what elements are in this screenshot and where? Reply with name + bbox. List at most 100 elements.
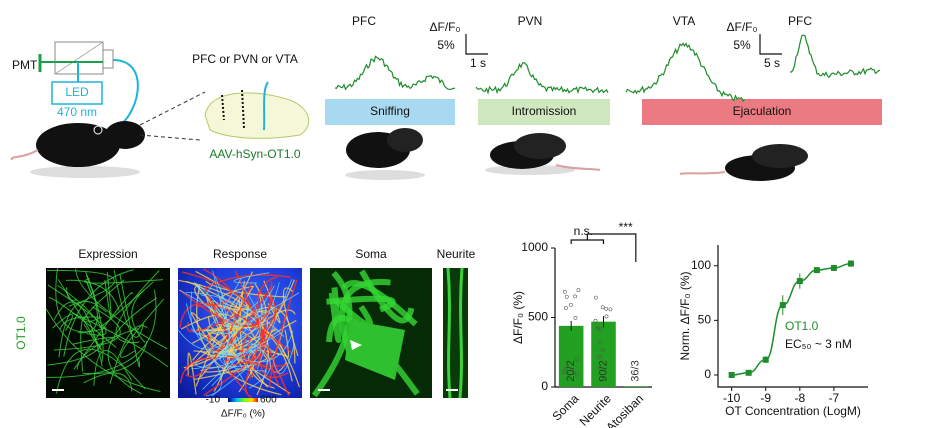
dichroic [54, 41, 104, 75]
cell-dot [574, 357, 579, 362]
neurite-texture [194, 357, 270, 380]
neurite-texture [186, 303, 266, 356]
scale-unit: ΔF/F₀ [430, 20, 461, 34]
fiber [263, 81, 269, 131]
x-tick-label: -9 [760, 391, 771, 405]
regions-label: PFC or PVN or VTA [192, 52, 298, 66]
neurite-texture [232, 292, 300, 329]
neurite-texture [73, 292, 133, 370]
cell-dot [563, 306, 568, 310]
neurite-texture [107, 297, 158, 395]
y-axis-label: Norm. ΔF/F₀ (%) [678, 272, 692, 361]
behavior-label: Ejaculation [733, 104, 792, 118]
neurite-texture [186, 314, 237, 333]
scale-time: 5 s [764, 56, 780, 70]
cell-dot [604, 314, 609, 319]
neurite-texture [205, 352, 223, 397]
neurite-texture [131, 289, 146, 343]
scale-time: 1 s [470, 56, 486, 70]
cell-dot [564, 294, 569, 299]
behavior-box [478, 99, 610, 125]
cell-dot [573, 315, 578, 320]
annotation: n.s. [574, 224, 593, 238]
neurite-texture [220, 330, 268, 372]
mouse-head [105, 121, 145, 149]
neurite-texture [256, 278, 293, 370]
neurite-texture [200, 284, 261, 371]
cell-dot [608, 307, 613, 312]
cell-dot [563, 289, 567, 294]
cell-dot [600, 305, 605, 310]
y-tick-label: 50 [698, 313, 712, 327]
x-tick-label: -10 [723, 391, 741, 405]
neurite-texture [185, 291, 285, 337]
implant [93, 125, 103, 135]
cell-dot [573, 294, 578, 299]
data-point [728, 371, 735, 378]
neurite-texture [115, 270, 160, 344]
neurite-texture [203, 354, 254, 396]
neurite-texture [204, 286, 251, 354]
cell-dot [598, 340, 603, 345]
neurite-texture [178, 330, 225, 350]
neurite-texture [179, 281, 273, 327]
soma [345, 320, 405, 380]
neurite-texture [47, 284, 107, 336]
behavior-label: Sniffing [370, 104, 410, 118]
schematic: PMT LED 470 nm PFC or PVN or VTA AAV-hSy… [10, 41, 310, 178]
sample-size: 20/2 [565, 360, 577, 381]
tail [679, 171, 726, 175]
cell-dot [572, 370, 577, 375]
colorbar-min: -10 [206, 395, 221, 406]
trace-region: VTA [673, 14, 695, 28]
traces: PFC PVN VTA PFC ΔF/F₀ 5% 1 s ΔF/F₀ 5% 5 … [325, 14, 882, 181]
neurite-texture [339, 279, 391, 363]
neurite-texture [46, 269, 115, 307]
cell-dot [568, 302, 573, 307]
annotation: OT1.0 [785, 319, 819, 333]
neurite-texture [196, 268, 232, 308]
mouse [514, 133, 566, 159]
led-box [51, 81, 103, 105]
neurite-texture [218, 344, 256, 360]
neurite-texture [65, 279, 120, 311]
colorbar-label: ΔF/F₀ (%) [221, 409, 265, 420]
fiber [221, 94, 225, 121]
shadow [30, 166, 140, 178]
tail [555, 164, 601, 171]
photometry-trace [789, 34, 881, 79]
neurite-texture [207, 286, 273, 352]
cell-dot [574, 372, 579, 377]
neurite-image [443, 268, 468, 398]
neurite-texture [446, 267, 464, 399]
pmt-label: PMT [12, 58, 38, 72]
x-tick-label: -7 [829, 391, 840, 405]
neurite-texture [197, 281, 214, 297]
neurite-texture [120, 298, 165, 358]
zoom-line [139, 134, 201, 141]
image-title: Response [213, 247, 267, 261]
cell-dot [597, 354, 602, 359]
cell-dot [598, 366, 603, 370]
neurite-texture [71, 312, 169, 368]
neurite-texture [75, 268, 168, 350]
cell-dot [576, 288, 581, 293]
neurite-texture [208, 332, 291, 395]
image-title: Neurite [437, 247, 476, 261]
cell-dot [562, 370, 567, 374]
neurite-texture [272, 344, 295, 375]
scale-bar [759, 34, 782, 55]
neurite-texture [191, 285, 275, 369]
annotation: *** [619, 220, 633, 234]
neurite-texture [66, 287, 78, 301]
bar [623, 386, 649, 387]
neurite-texture [53, 301, 103, 367]
neurite-texture [263, 280, 281, 324]
trace-region: PFC [788, 14, 812, 28]
cell-dot [595, 326, 600, 331]
neurite-texture [195, 360, 257, 368]
neurite-texture [221, 351, 247, 384]
data-point [779, 302, 786, 309]
bracket [586, 233, 637, 262]
